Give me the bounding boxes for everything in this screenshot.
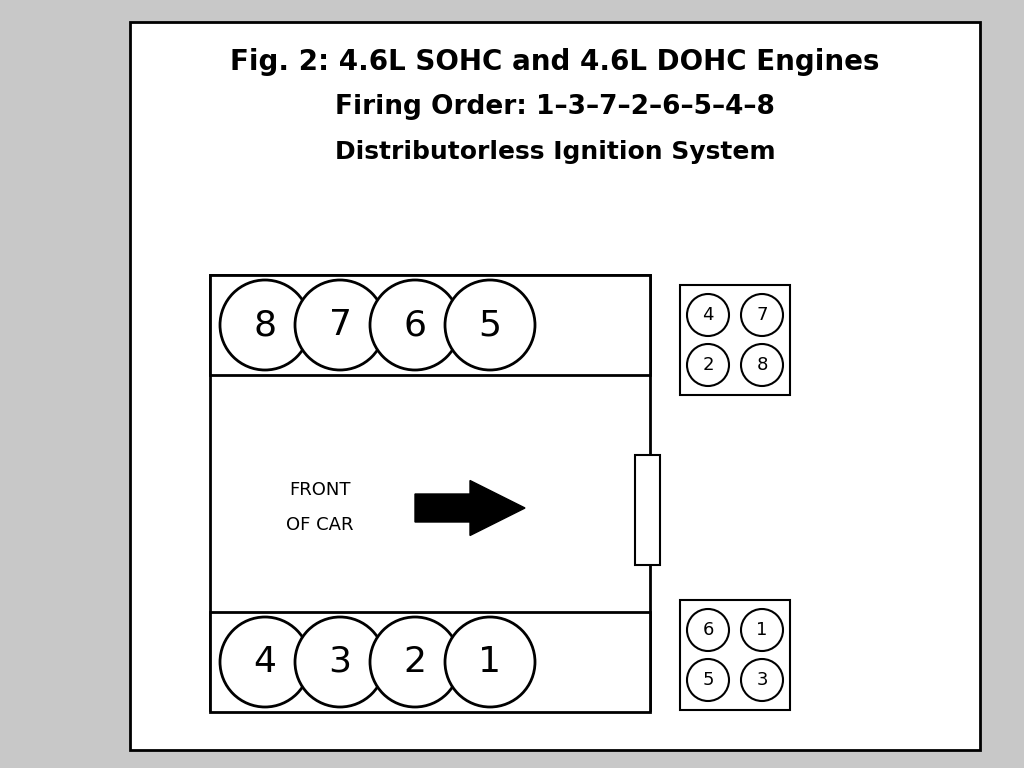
Bar xyxy=(680,600,790,710)
Bar xyxy=(635,455,660,565)
Circle shape xyxy=(220,280,310,370)
Circle shape xyxy=(741,294,783,336)
Text: 6: 6 xyxy=(702,621,714,639)
Text: Distributorless Ignition System: Distributorless Ignition System xyxy=(335,140,775,164)
Bar xyxy=(210,275,650,375)
Bar xyxy=(210,612,650,712)
Text: 7: 7 xyxy=(329,308,351,342)
FancyArrow shape xyxy=(415,481,525,535)
Circle shape xyxy=(370,280,460,370)
Circle shape xyxy=(741,659,783,701)
Text: 2: 2 xyxy=(403,645,427,679)
Text: Fig. 2: 4.6L SOHC and 4.6L DOHC Engines: Fig. 2: 4.6L SOHC and 4.6L DOHC Engines xyxy=(230,48,880,76)
Circle shape xyxy=(370,617,460,707)
Circle shape xyxy=(295,617,385,707)
Circle shape xyxy=(445,617,535,707)
Circle shape xyxy=(445,280,535,370)
Circle shape xyxy=(220,617,310,707)
Text: 6: 6 xyxy=(403,308,427,342)
Circle shape xyxy=(687,344,729,386)
Text: 8: 8 xyxy=(757,356,768,374)
Circle shape xyxy=(295,280,385,370)
Text: 7: 7 xyxy=(757,306,768,324)
Bar xyxy=(680,285,790,395)
Text: 3: 3 xyxy=(329,645,351,679)
Circle shape xyxy=(687,294,729,336)
Text: 5: 5 xyxy=(702,671,714,689)
Text: FRONT: FRONT xyxy=(289,481,351,499)
Circle shape xyxy=(741,609,783,651)
Bar xyxy=(130,22,980,750)
Text: 8: 8 xyxy=(253,308,276,342)
Text: 2: 2 xyxy=(702,356,714,374)
Text: 4: 4 xyxy=(254,645,276,679)
Text: 1: 1 xyxy=(478,645,502,679)
Text: 1: 1 xyxy=(757,621,768,639)
Text: 4: 4 xyxy=(702,306,714,324)
Text: 3: 3 xyxy=(757,671,768,689)
Text: Firing Order: 1–3–7–2–6–5–4–8: Firing Order: 1–3–7–2–6–5–4–8 xyxy=(335,94,775,120)
Text: OF CAR: OF CAR xyxy=(287,516,353,534)
Bar xyxy=(210,275,650,710)
Circle shape xyxy=(687,609,729,651)
Circle shape xyxy=(741,344,783,386)
Text: 5: 5 xyxy=(478,308,502,342)
Circle shape xyxy=(687,659,729,701)
